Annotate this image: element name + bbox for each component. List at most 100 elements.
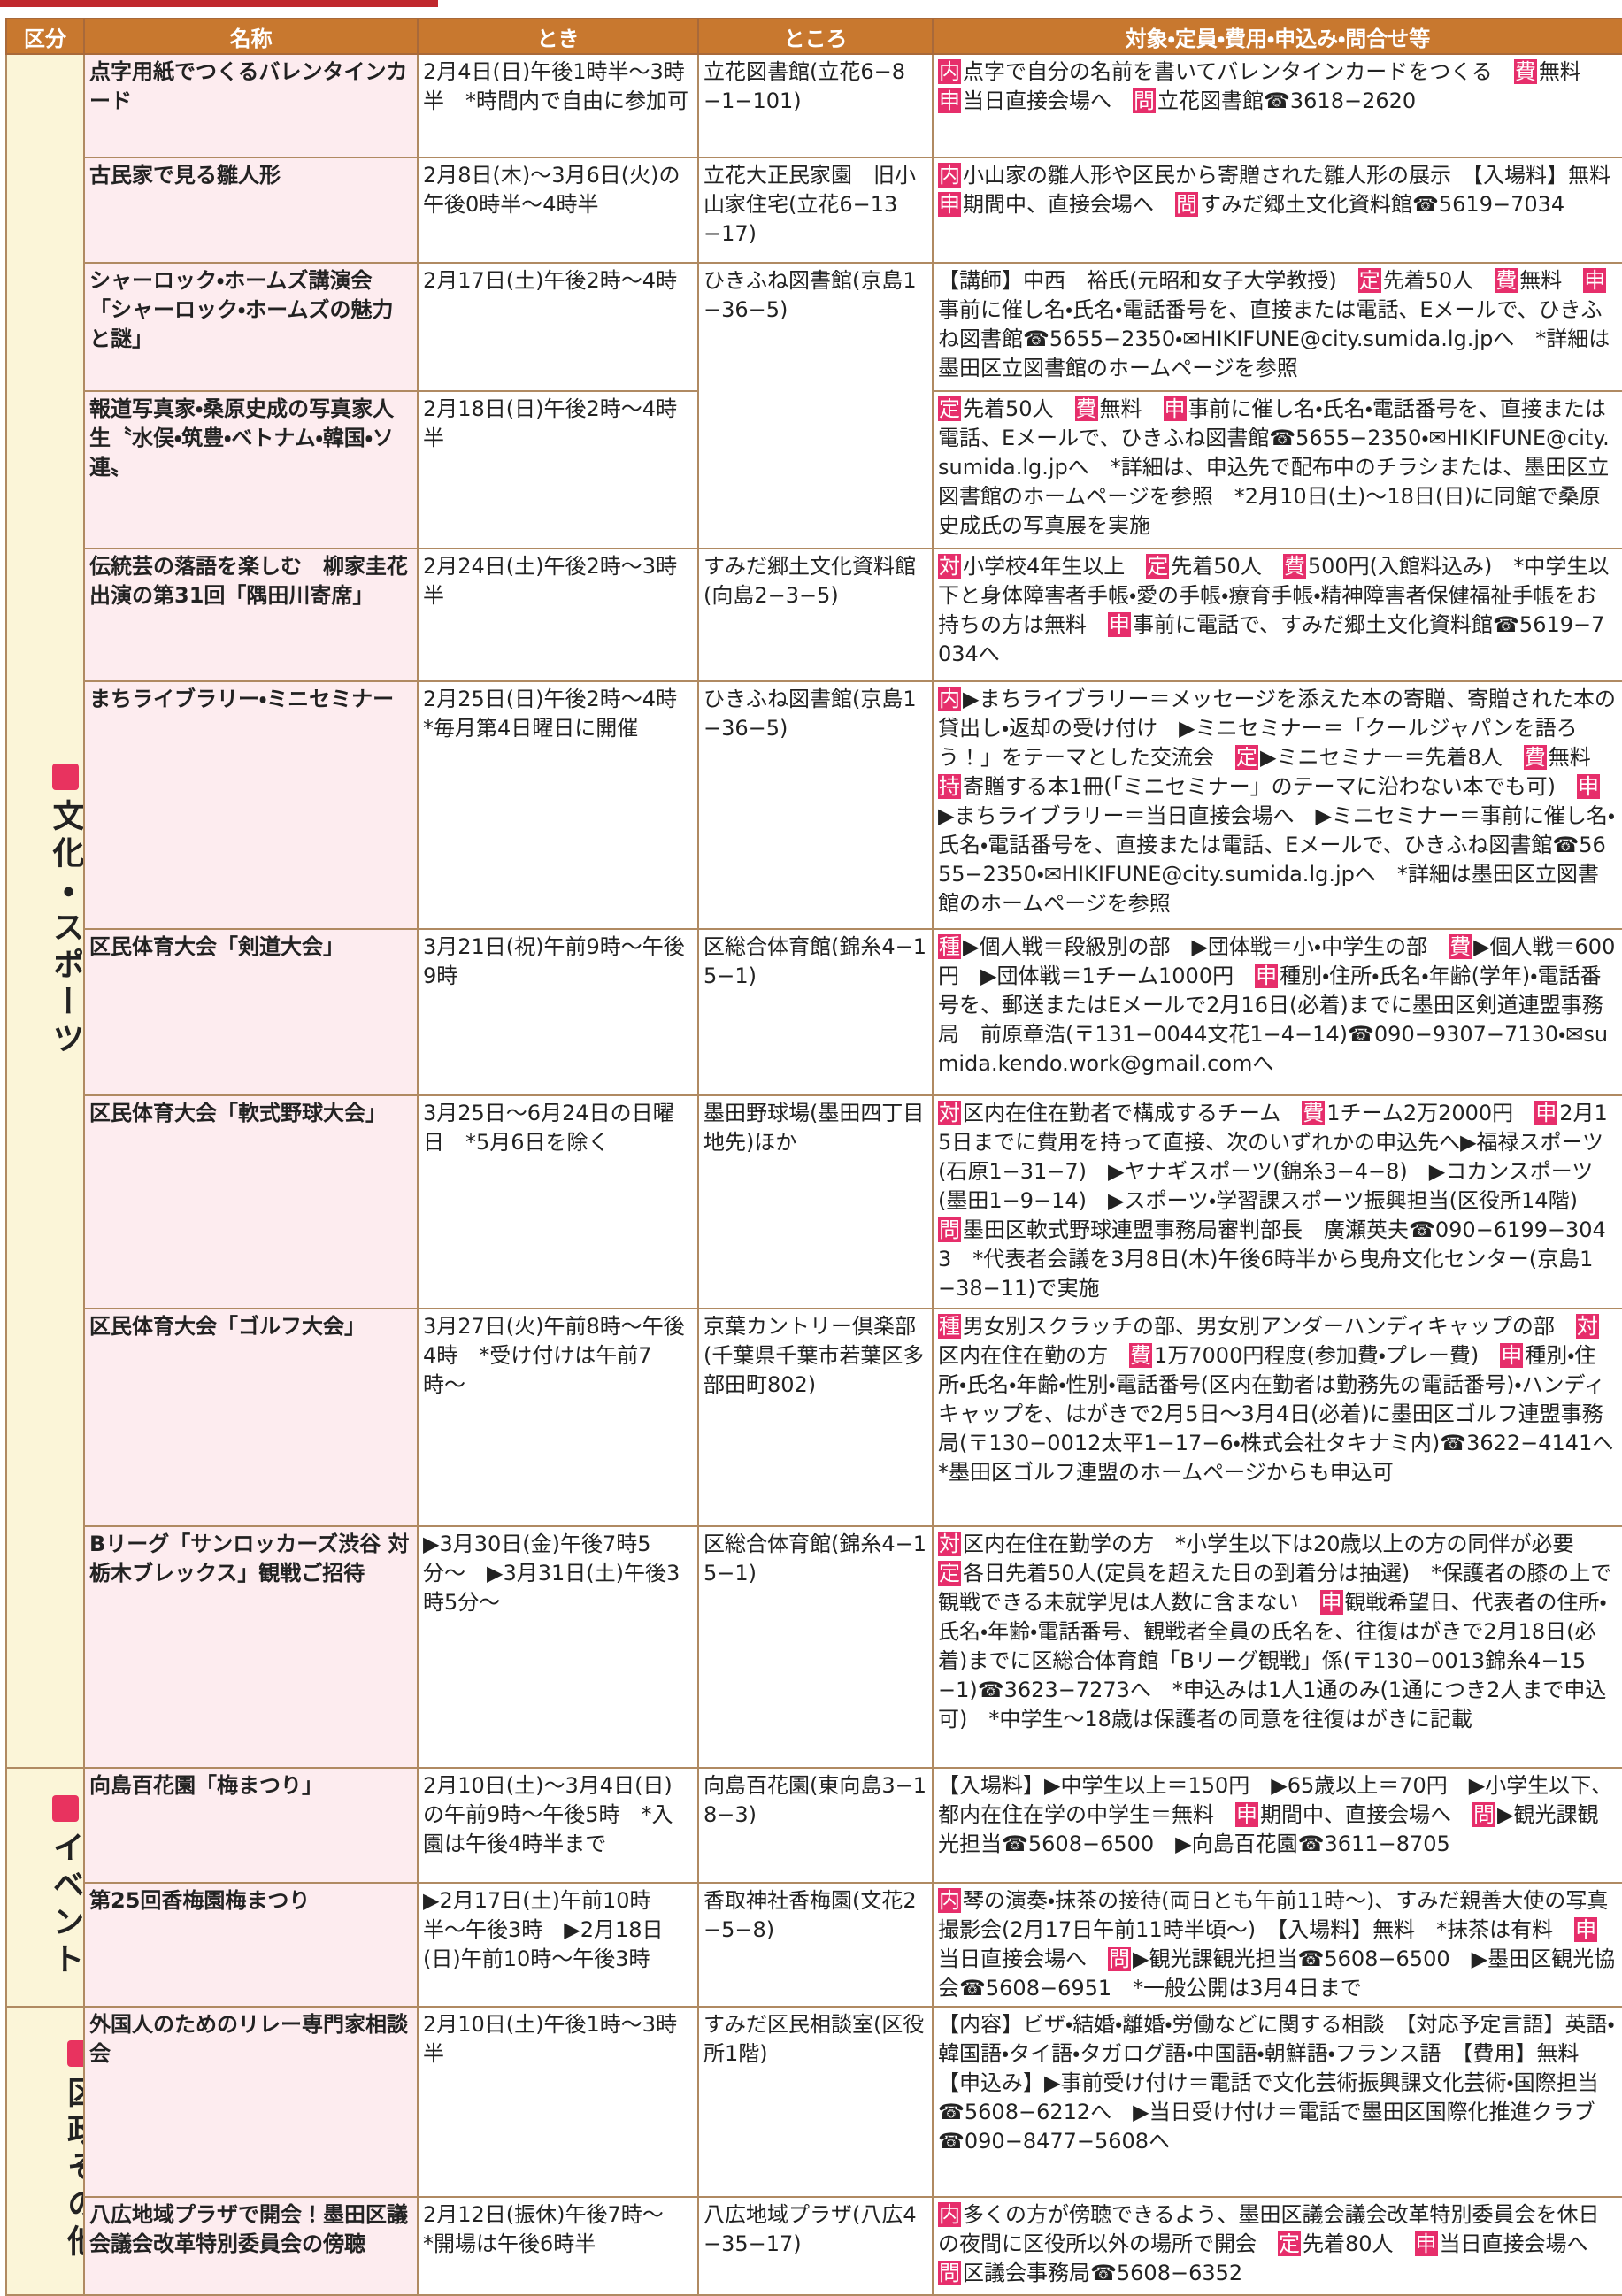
event-where: 区総合体育館(錦糸4−15−1) (703, 934, 927, 988)
detail-text: 寄贈する本1冊(「ミニセミナー」のテーマに沿わない本でも可) (963, 774, 1577, 799)
when-cell: 2月17日(土)午後2時〜4時 (417, 262, 699, 392)
details-cell: 内多くの方が傍聴できるよう、墨田区議会議会改革特別委員会を休日の夜間に区役所以外… (932, 2196, 1622, 2296)
event-table: 区分 名称 とき ところ 対象・定員・費用・申込み・問合せ等 文化・スポーツ 点字用紙でつ… (5, 18, 1622, 2296)
column-header: 対象・定員・費用・申込み・問合せ等 (932, 18, 1622, 55)
detail-text: 墨田区軟式野球連盟事務局審判部長 廣瀬英夫☎090−6199−3043 *代表者… (938, 1217, 1606, 1301)
detail-text: 無料 (1548, 745, 1612, 770)
tag-badge: 費 (1513, 59, 1537, 84)
detail-text: ▶観光課観光担当☎5608−6500 ▶向島百花園☎3611−8705 (938, 1802, 1599, 1856)
detail-text: 無料 (1099, 396, 1164, 421)
tag-badge: 申 (1577, 774, 1600, 799)
event-where: 区総合体育館(錦糸4−15−1) (703, 1532, 927, 1586)
detail-text: ▶ミニセミナー＝先着8人 (1260, 745, 1524, 770)
where-cell: すみだ区民相談室(区役所1階) (697, 2006, 934, 2198)
detail-text: 【講師】中西 裕氏(元昭和女子大学教授) (938, 268, 1358, 293)
event-name: 報道写真家・桑原史成の写真家人生〝水俣・筑豊・ベトナム・韓国・ソ連〟 (89, 396, 395, 480)
name-cell: 報道写真家・桑原史成の写真家人生〝水俣・筑豊・ベトナム・韓国・ソ連〟 (83, 390, 419, 549)
details-cell: 【内容】ビザ・結婚・離婚・労働などに関する相談 【対応予定言語】英語・韓国語・タ… (932, 2006, 1622, 2198)
name-cell: 区民体育大会「軟式野球大会」 (83, 1094, 419, 1309)
tag-badge: 内 (938, 2202, 961, 2227)
tag-badge: 対 (938, 1532, 961, 1556)
tag-badge: 申 (1574, 1917, 1598, 1942)
tag-badge: 問 (938, 1217, 961, 1242)
event-where: 立花大正民家園 旧小山家住宅(立花6−13−17) (703, 163, 916, 246)
tag-badge: 定 (938, 396, 961, 421)
category-icon (66, 2040, 82, 2067)
event-when: ▶3月30日(金)午後7時5分〜 ▶3月31日(土)午後3時5分〜 (423, 1532, 680, 1615)
tag-badge: 申 (1500, 1343, 1524, 1368)
tag-badge: 対 (938, 554, 961, 579)
table-body: 文化・スポーツ 点字用紙でつくるバレンタインカード 2月4日(日)午後1時半〜3時半… (5, 53, 1622, 2296)
tag-badge: 問 (1133, 88, 1156, 113)
event-row: 八広地域プラザで開会！墨田区議会議会改革特別委員会の傍聴 2月12日(振休)午後7… (6, 2196, 1622, 2296)
detail-text: 当日直接会場へ (938, 1947, 1108, 1971)
tag-badge: 内 (938, 687, 961, 711)
detail-text: ▶観光課観光担当☎5608−6500 ▶墨田区観光協会☎5608−6951 *一… (938, 1947, 1616, 2000)
detail-text: 当日直接会場へ (963, 88, 1133, 113)
tag-badge: 費 (1449, 934, 1472, 959)
tag-badge: 内 (938, 59, 961, 84)
detail-text: 事前に電話で、すみだ郷土文化資料館☎5619−7034へ (938, 612, 1605, 666)
detail-text: 小山家の雛人形や区民から寄贈された雛人形の展示 【入場料】無料 (963, 163, 1610, 188)
event-row: 第25回香梅園梅まつり ▶2月17日(土)午前10時半〜午後3時 ▶2月18日(日… (6, 1882, 1622, 2008)
event-name: 伝統芸の落語を楽しむ 柳家圭花出演の第31回「隅田川寄席」 (89, 554, 408, 608)
tag-badge: 問 (1472, 1802, 1495, 1827)
event-name: シャーロック・ホームズ講演会「シャーロック・ホームズの魅力と謎」 (89, 268, 394, 351)
detail-text: ▶個人戦＝600円 ▶団体戦＝1チーム1000円 (938, 934, 1616, 988)
where-cell: 京葉カントリー倶楽部(千葉県千葉市若葉区多部田町802) (697, 1308, 934, 1527)
event-where: 向島百花園(東向島3−18−3) (703, 1773, 927, 1827)
details-cell: 対小学校4年生以上 定先着50人 費 500円(入館料込み) *中学生以下と身体障… (932, 548, 1622, 682)
name-cell: 伝統芸の落語を楽しむ 柳家圭花出演の第31回「隅田川寄席」 (83, 548, 419, 682)
tag-badge: 申 (1255, 964, 1279, 988)
where-cell: 向島百花園(東向島3−18−3) (697, 1767, 934, 1884)
detail-text: 期間中、直接会場へ (963, 192, 1175, 217)
detail-text: 立花図書館☎3618−2620 (1157, 88, 1417, 113)
where-cell: 立花大正民家園 旧小山家住宅(立花6−13−17) (697, 157, 934, 264)
tag-badge: 費 (1074, 396, 1098, 421)
tag-badge: 内 (938, 163, 961, 188)
category-icon (52, 763, 79, 790)
event-row: 古民家で見る雛人形 2月8日(木)〜3月6日(火)の午後0時半〜4時半 立花大正民家… (6, 157, 1622, 264)
detail-text: 500円(入館料込み) *中学生以下と身体障害者手帳・愛の手帳・療育手帳・精神障… (938, 554, 1610, 637)
where-cell: 八広地域プラザ(八広4−35−17) (697, 2196, 934, 2296)
category: 文化・スポーツ (8, 763, 84, 1059)
detail-text: 種別・住所・氏名・年齢(学年)・電話番号を、郵送またはEメールで2月16日(必着… (938, 964, 1609, 1076)
when-cell: ▶3月30日(金)午後7時5分〜 ▶3月31日(土)午後3時5分〜 (417, 1525, 699, 1769)
where-cell: 墨田野球場(墨田四丁目地先)ほか (697, 1094, 934, 1309)
detail-text: 1万7000円程度(参加費・プレー費) (1154, 1343, 1501, 1368)
details-cell: 種男女別スクラッチの部、男女別アンダーハンディキャップの部 対区内在住在勤の方 … (932, 1308, 1622, 1527)
detail-text: すみだ郷土文化資料館☎5619−7034 (1200, 192, 1565, 217)
when-cell: 2月18日(日)午後2時〜4時半 (417, 390, 699, 549)
event-when: 3月25日〜6月24日の日曜日 *5月6日を除く (423, 1101, 674, 1155)
event-when: 2月17日(土)午後2時〜4時 (423, 268, 678, 293)
column-header: 区分 (5, 18, 85, 55)
name-cell: 区民体育大会「ゴルフ大会」 (83, 1308, 419, 1527)
when-cell: 2月12日(振休)午後7時〜 *開場は午後6時半 (417, 2196, 699, 2296)
event-where: ひきふね図書館(京島1−36−5) (703, 268, 917, 322)
detail-text: 1チーム2万2000円 (1326, 1101, 1535, 1125)
event-row: イベント 向島百花園「梅まつり」 2月10日(土)〜3月4日(日)の午前9時〜午後5… (5, 1767, 1622, 2008)
category-label: 文化・スポーツ (47, 798, 84, 1059)
detail-text: 事前に催し名・氏名・電話番号を、直接または電話、Eメールで、ひきふね図書館☎56… (938, 297, 1610, 380)
event-where: すみだ区民相談室(区役所1階) (703, 2012, 925, 2066)
event-where: 香取神社香梅園(文花2−5−8) (703, 1888, 917, 1942)
detail-text: 【入場料】▶中学生以上＝150円 ▶65歳以上＝70円 ▶小学生以下、都内在住在… (938, 1773, 1613, 1827)
detail-text: 無料 (1519, 268, 1584, 293)
detail-text: 2月15日までに費用を持って直接、次のいずれかの申込先へ▶福禄スポーツ(石原1−… (938, 1101, 1608, 1213)
tag-badge: 種 (938, 934, 961, 959)
tag-badge: 定 (1146, 554, 1170, 579)
event-name: まちライブラリー・ミニセミナー (89, 687, 395, 711)
event-row: シャーロック・ホームズ講演会「シャーロック・ホームズの魅力と謎」 2月17日(土)… (6, 262, 1622, 549)
event-row: 報道写真家・桑原史成の写真家人生〝水俣・筑豊・ベトナム・韓国・ソ連〟 2月18日(… (6, 390, 1622, 549)
details-cell: 内点字で自分の名前を書いてバレンタインカードをつくる 費無料 申当日直接会場へ … (932, 53, 1622, 158)
tag-badge: 申 (1108, 612, 1131, 637)
event-when: 2月18日(日)午後2時〜4時半 (423, 396, 678, 450)
details-cell: 対区内在住在勤学の方 *小学生以下は20歳以上の方の同伴が必要 定各日先着50人… (932, 1525, 1622, 1769)
event-name: 外国人のためのリレー専門家相談会 (89, 2012, 408, 2066)
event-name: 点字用紙でつくるバレンタインカード (89, 59, 408, 113)
when-cell: 2月10日(土)〜3月4日(日)の午前9時〜午後5時 *入園は午後4時半まで (417, 1767, 699, 1884)
when-cell: 2月24日(土)午後2時〜3時半 (417, 548, 699, 682)
category-label: 区政その他 (62, 2076, 84, 2261)
name-cell: まちライブラリー・ミニセミナー (83, 680, 419, 930)
